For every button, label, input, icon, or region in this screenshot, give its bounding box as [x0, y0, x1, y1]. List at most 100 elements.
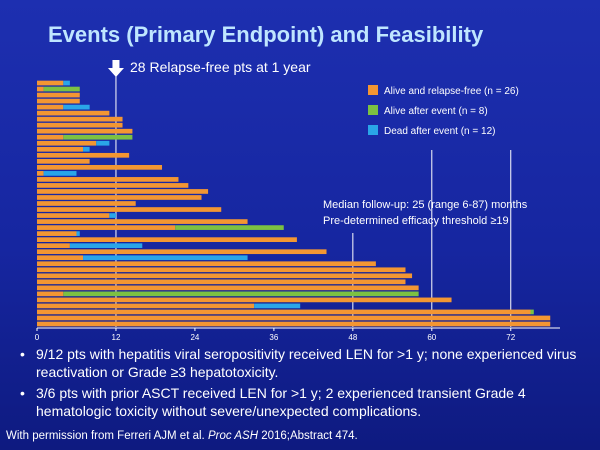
bar-segment-alive-relapse-free — [37, 122, 123, 128]
bar-segment-alive-relapse-free — [37, 291, 64, 297]
patient-row — [37, 237, 297, 242]
bar-segment-dead-after-event — [69, 243, 143, 249]
x-axis: 0 12 24 36 48 60 72 — [35, 327, 560, 342]
patient-row — [37, 291, 419, 297]
bar-segment-alive-relapse-free — [37, 273, 413, 279]
x-tick-label: 24 — [190, 333, 199, 342]
patient-row — [37, 279, 406, 285]
bar-segment-alive-relapse-free — [37, 183, 189, 188]
bar-segment-alive-relapse-free — [37, 171, 44, 176]
bar-segment-alive-relapse-free — [37, 237, 297, 242]
patient-row — [37, 86, 80, 92]
patient-row — [37, 249, 327, 255]
bar-segment-alive-relapse-free — [37, 158, 90, 164]
patient-row — [37, 140, 110, 146]
patient-bars — [37, 80, 551, 327]
threshold-note: Pre-determined efficacy threshold ≥19 — [323, 215, 509, 227]
patient-row — [37, 201, 136, 206]
followup-note: Median follow-up: 25 (range 6-87) months — [323, 199, 528, 211]
bullet-list: 9/12 pts with hepatitis viral seropositi… — [14, 345, 594, 423]
relapse-free-annotation: 28 Relapse-free pts at 1 year — [130, 59, 311, 75]
patient-row — [37, 146, 90, 152]
patient-row — [37, 255, 248, 261]
arrow-down-shape — [107, 60, 124, 77]
bar-segment-alive-relapse-free — [37, 303, 255, 309]
arrow-down-icon — [107, 60, 124, 77]
bar-segment-alive-relapse-free — [37, 207, 222, 212]
bar-segment-alive-relapse-free — [37, 86, 44, 92]
swimmer-plot: 0 12 24 36 48 60 72 Alive and relapse-free (n … — [35, 60, 560, 342]
patient-row — [37, 285, 419, 291]
bar-segment-alive-relapse-free — [37, 315, 551, 321]
bar-segment-alive-relapse-free — [37, 261, 376, 267]
patient-row — [37, 110, 110, 116]
bullet-item: 3/6 pts with prior ASCT received LEN for… — [14, 384, 594, 420]
bar-segment-alive-relapse-free — [37, 104, 64, 110]
bar-segment-alive-relapse-free — [37, 285, 419, 291]
x-tick-label: 60 — [427, 333, 436, 342]
patient-row — [37, 98, 80, 104]
bar-segment-alive-relapse-free — [37, 165, 163, 170]
bar-segment-dead-after-event — [76, 231, 80, 236]
patient-row — [37, 177, 179, 182]
bar-segment-alive-relapse-free — [37, 177, 179, 182]
bar-segment-alive-relapse-free — [37, 80, 64, 86]
patient-row — [37, 92, 80, 98]
bar-segment-alive-relapse-free — [37, 152, 130, 158]
legend-swatch — [368, 125, 378, 135]
bar-segment-alive-relapse-free — [37, 231, 77, 236]
patient-row — [37, 171, 77, 176]
legend-label: Dead after event (n = 12) — [384, 126, 495, 137]
patient-row — [37, 213, 116, 218]
bar-segment-alive-relapse-free — [37, 267, 406, 273]
legend-label: Alive and relapse-free (n = 26) — [384, 86, 519, 97]
patient-row — [37, 309, 534, 315]
patient-row — [37, 152, 130, 158]
bar-segment-alive-after-event — [175, 225, 284, 230]
patient-row — [37, 207, 222, 212]
bar-segment-alive-relapse-free — [37, 146, 84, 152]
legend-label: Alive after event (n = 8) — [384, 106, 488, 117]
bar-segment-alive-after-event — [63, 291, 419, 297]
bar-segment-dead-after-event — [83, 255, 248, 261]
patient-row — [37, 104, 90, 110]
bar-segment-alive-relapse-free — [37, 92, 80, 98]
credit-suffix: 2016;Abstract 474. — [258, 430, 358, 442]
bar-segment-alive-relapse-free — [37, 201, 136, 206]
bar-segment-alive-relapse-free — [37, 249, 327, 255]
bar-segment-alive-relapse-free — [37, 255, 84, 261]
legend: Alive and relapse-free (n = 26) Alive aft… — [368, 85, 519, 137]
bar-segment-alive-relapse-free — [37, 116, 123, 122]
bar-segment-alive-relapse-free — [37, 243, 70, 249]
bar-segment-dead-after-event — [83, 146, 90, 152]
bar-segment-alive-relapse-free — [37, 189, 209, 194]
patient-row — [37, 183, 189, 188]
bar-segment-alive-relapse-free — [37, 98, 80, 104]
bar-segment-alive-relapse-free — [37, 309, 531, 315]
patient-row — [37, 243, 143, 249]
bar-segment-alive-relapse-free — [37, 321, 551, 327]
patient-row — [37, 195, 202, 200]
bar-segment-alive-relapse-free — [37, 219, 248, 224]
x-tick-label: 36 — [269, 333, 278, 342]
bullet-item: 9/12 pts with hepatitis viral seropositi… — [14, 345, 594, 381]
bar-segment-alive-relapse-free — [37, 279, 406, 285]
bar-segment-alive-relapse-free — [37, 140, 97, 146]
bar-segment-alive-relapse-free — [37, 110, 110, 116]
x-tick-label: 72 — [506, 333, 515, 342]
x-tick-label: 0 — [35, 333, 40, 342]
slide-title: Events (Primary Endpoint) and Feasibilit… — [48, 22, 484, 47]
credit-prefix: With permission from Ferreri AJM et al. — [6, 430, 208, 442]
bar-segment-alive-after-event — [63, 134, 133, 140]
patient-row — [37, 231, 80, 236]
x-tick-label: 12 — [112, 333, 121, 342]
patient-row — [37, 267, 406, 273]
patient-row — [37, 321, 551, 327]
bar-segment-dead-after-event — [63, 104, 90, 110]
patient-row — [37, 189, 209, 194]
patient-row — [37, 158, 90, 164]
legend-swatch — [368, 105, 378, 115]
bar-segment-dead-after-event — [96, 140, 110, 146]
bar-segment-alive-relapse-free — [37, 134, 64, 140]
